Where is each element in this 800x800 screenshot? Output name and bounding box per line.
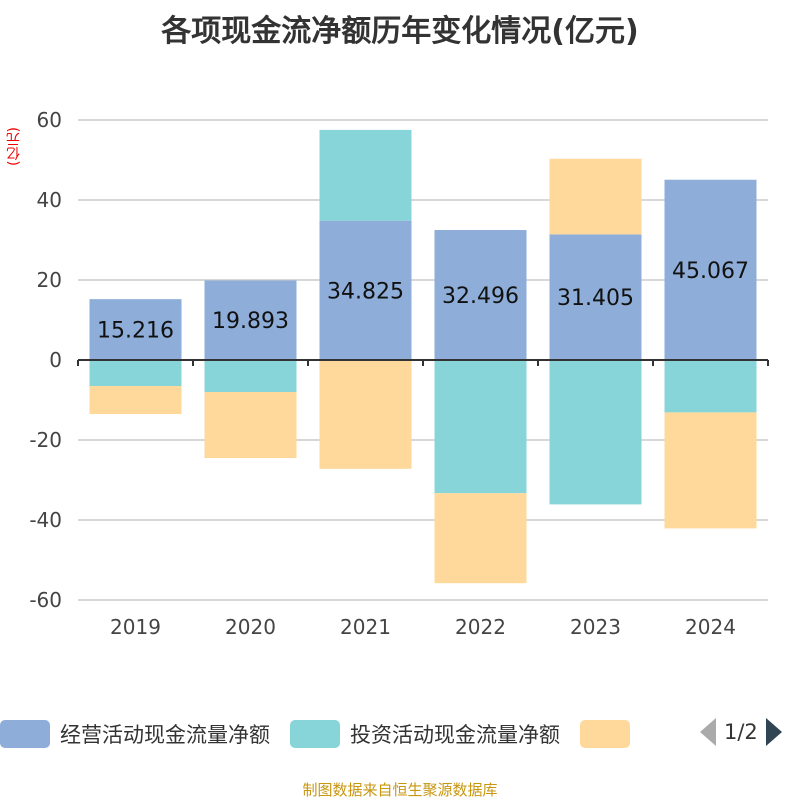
bar-2023-series-2 <box>549 158 642 235</box>
bar-2024-series-2 <box>664 412 757 529</box>
next-page-icon[interactable] <box>765 718 782 746</box>
legend: 经营活动现金流量净额 投资活动现金流量净额 <box>0 716 660 752</box>
bar-2023-series-1 <box>549 360 642 505</box>
bar-2019-series-1 <box>89 360 182 386</box>
y-tick-label: -60 <box>29 588 62 612</box>
bar-2022-series-0 <box>434 230 527 360</box>
y-tick-label: 20 <box>37 268 62 292</box>
legend-label: 经营活动现金流量净额 <box>60 723 270 747</box>
y-tick-label: -20 <box>29 428 62 452</box>
bar-2023-series-0 <box>549 234 642 360</box>
legend-pager: 1/2 <box>700 718 782 746</box>
bar-2020-series-2 <box>204 392 297 458</box>
bar-2021-series-0 <box>319 220 412 360</box>
bar-2021-series-2 <box>319 360 412 469</box>
legend-page-number: 1/2 <box>724 720 758 744</box>
data-label: 15.216 <box>97 319 174 344</box>
data-label: 34.825 <box>327 279 404 304</box>
legend-item-operating[interactable]: 经营活动现金流量净额 <box>0 719 270 749</box>
data-label: 32.496 <box>442 284 519 309</box>
legend-swatch <box>290 720 340 748</box>
prev-page-icon[interactable] <box>700 718 716 746</box>
bar-2022-series-2 <box>434 493 527 584</box>
bar-2022-series-1 <box>434 360 527 494</box>
x-tick-label: 2020 <box>225 615 276 639</box>
data-label: 19.893 <box>212 309 289 334</box>
legend-item-financing[interactable] <box>580 720 640 748</box>
legend-swatch <box>580 720 630 748</box>
y-tick-label: 40 <box>37 188 62 212</box>
bar-2019-series-0 <box>89 299 182 360</box>
legend-label: 投资活动现金流量净额 <box>350 723 560 747</box>
y-tick-label: 60 <box>37 108 62 132</box>
bar-2019-series-2 <box>89 386 182 414</box>
x-tick-label: 2021 <box>340 615 391 639</box>
x-tick-label: 2022 <box>455 615 506 639</box>
bar-2020-series-0 <box>204 280 297 360</box>
data-label: 31.405 <box>557 286 634 311</box>
bar-2020-series-1 <box>204 360 297 392</box>
data-source: 制图数据来自恒生聚源数据库 <box>302 781 498 799</box>
legend-swatch <box>0 720 50 748</box>
y-tick-label: -40 <box>29 508 62 532</box>
data-label: 45.067 <box>672 259 749 284</box>
y-tick-label: 0 <box>49 348 62 372</box>
x-tick-label: 2019 <box>110 615 161 639</box>
x-tick-label: 2023 <box>570 615 621 639</box>
bar-2021-series-1 <box>319 129 412 221</box>
chart-plot: 60 40 20 0 -20 -40 -60 15.216 2019 19.893 2020 34.8… <box>29 108 769 639</box>
chart-title: 各项现金流净额历年变化情况(亿元) <box>161 14 639 49</box>
x-tick-label: 2024 <box>685 615 736 639</box>
bar-2024-series-0 <box>664 179 757 360</box>
bar-2024-series-1 <box>664 360 757 413</box>
legend-item-investing[interactable]: 投资活动现金流量净额 <box>290 719 560 749</box>
